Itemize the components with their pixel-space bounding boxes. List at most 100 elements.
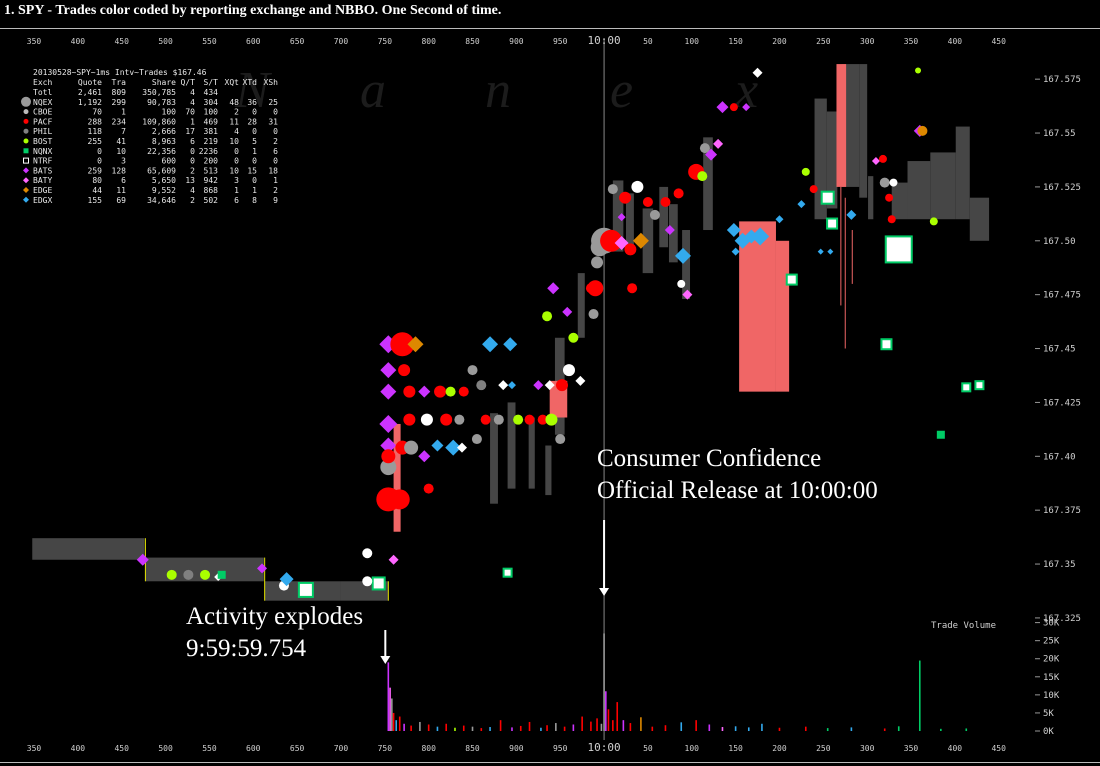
x-tick-label-top: 500: [158, 37, 173, 46]
x-tick-label-bottom: 400: [948, 744, 963, 753]
table-cell: NQEX: [33, 98, 52, 107]
volume-tick-label: 20K: [1043, 655, 1060, 665]
table-cell: 13: [185, 176, 195, 185]
trade-diamond: [726, 223, 741, 238]
table-cell: 0: [190, 157, 195, 166]
trade-circle: [929, 217, 938, 226]
table-cell: 0: [97, 157, 102, 166]
trade-square: [936, 430, 945, 439]
trade-circle: [631, 180, 644, 193]
trade-circle: [588, 309, 599, 320]
trade-diamond: [775, 215, 784, 224]
volume-bar: [721, 727, 724, 731]
trade-circle: [624, 243, 637, 256]
explode-annotation-line1: Activity explodes: [186, 603, 363, 630]
x-tick-label-bottom: 700: [334, 744, 349, 753]
trade-circle: [467, 365, 478, 376]
table-cell: 0: [273, 108, 278, 117]
table-cell: 4: [190, 88, 195, 97]
trade-diamond: [871, 157, 880, 166]
table-cell: 0: [273, 127, 278, 136]
table-cell: 0: [234, 157, 239, 166]
table-cell: 155: [88, 196, 103, 205]
volume-bar: [629, 723, 632, 731]
nbbo-bar: [682, 230, 691, 299]
trade-circle: [362, 576, 373, 587]
volume-bar: [499, 720, 502, 731]
table-cell: 809: [112, 88, 127, 97]
volume-bar: [392, 712, 395, 731]
trade-diamond: [664, 225, 675, 236]
table-column-header: S/T: [204, 78, 219, 87]
table-cell: 0: [97, 147, 102, 156]
table-cell: 434: [204, 88, 219, 97]
trade-circle: [889, 178, 898, 187]
table-cell: 70: [92, 108, 102, 117]
volume-bar: [454, 727, 456, 731]
volume-bar: [778, 727, 781, 731]
watermark-letter: n: [485, 62, 511, 119]
trade-diamond: [257, 563, 268, 574]
x-tick-label-bottom: 600: [246, 744, 261, 753]
legend-swatch: [23, 138, 29, 144]
watermark-letter: a: [360, 62, 386, 119]
table-cell: EDGX: [33, 196, 52, 205]
trade-diamond: [742, 103, 751, 112]
trade-circle: [562, 364, 575, 377]
release-arrow-head: [599, 588, 610, 596]
volume-bar: [897, 726, 900, 731]
legend-swatch: [23, 118, 29, 124]
legend-swatch: [23, 196, 29, 203]
table-cell: 6: [234, 196, 239, 205]
x-tick-label-bottom: 300: [860, 744, 875, 753]
volume-bar: [616, 702, 619, 731]
table-cell: 0: [273, 157, 278, 166]
trade-circle: [697, 171, 708, 182]
legend-swatch: [23, 177, 29, 184]
table-cell: 25: [268, 98, 278, 107]
legend-swatch: [23, 167, 29, 174]
trade-diamond: [498, 380, 509, 391]
trade-circle: [591, 256, 604, 269]
trade-diamond: [431, 439, 444, 452]
trade-square-outline: [880, 338, 893, 351]
table-cell: 18: [268, 166, 278, 175]
price-tick-label: 167.50: [1043, 237, 1076, 247]
trade-circle: [480, 414, 491, 425]
price-tick-label: 167.575: [1043, 75, 1081, 85]
table-cell: 5: [252, 137, 257, 146]
x-tick-label-top: 400: [71, 37, 86, 46]
table-cell: 1,192: [78, 98, 102, 107]
volume-bar: [596, 718, 598, 731]
table-cell: 2: [190, 166, 195, 175]
trade-circle: [649, 209, 660, 220]
volume-bar: [528, 721, 531, 731]
nbbo-bar: [826, 111, 838, 209]
table-cell: 1: [121, 108, 126, 117]
table-cell: 2: [273, 137, 278, 146]
trade-square-outline: [961, 382, 972, 393]
trade-diamond: [533, 380, 544, 391]
table-column-header: XSh: [264, 78, 279, 87]
table-cell: 3: [234, 176, 239, 185]
x-tick-label-bottom: 450: [991, 744, 1006, 753]
volume-bar: [734, 726, 737, 731]
trade-diamond: [380, 437, 397, 454]
table-cell: 10: [116, 147, 126, 156]
x-tick-label-bottom: 850: [465, 744, 480, 753]
table-cell: 0: [252, 127, 257, 136]
x-axis: 3503504004004504505005005505506006006506…: [27, 34, 1006, 754]
x-tick-label-top: 700: [334, 37, 349, 46]
volume-bar: [651, 726, 654, 731]
table-cell: 100: [162, 108, 177, 117]
trade-circle: [600, 229, 623, 252]
nbbo-bar: [490, 413, 498, 504]
trade-square-outline: [297, 581, 314, 598]
table-column-header: Exch: [33, 78, 52, 87]
table-cell: 942: [204, 176, 219, 185]
trade-circle: [183, 569, 194, 580]
price-tick-label: 167.475: [1043, 291, 1081, 301]
top-divider: [0, 28, 1100, 29]
table-cell: 255: [88, 137, 103, 146]
